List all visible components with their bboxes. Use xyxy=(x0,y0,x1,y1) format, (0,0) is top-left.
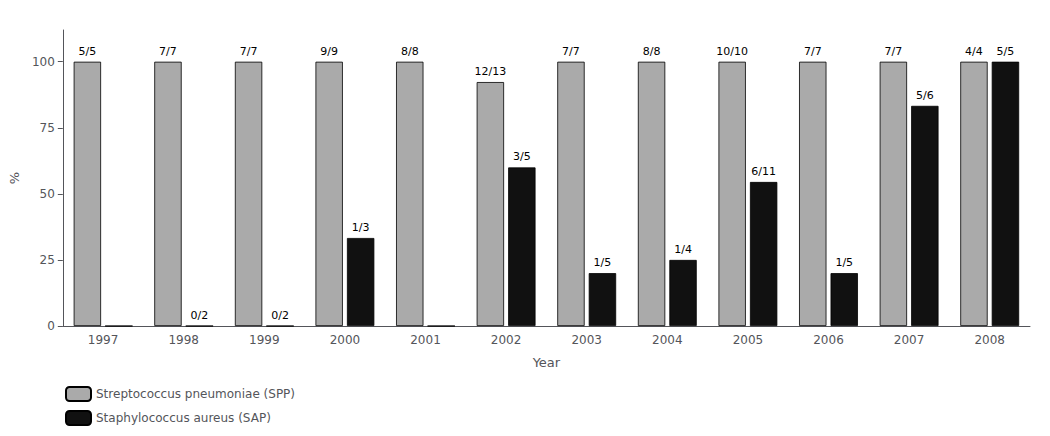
svg-text:2001: 2001 xyxy=(410,333,441,347)
svg-text:10/10: 10/10 xyxy=(716,45,748,58)
svg-text:%: % xyxy=(7,172,22,184)
svg-text:Streptococcus pneumoniae (SPP): Streptococcus pneumoniae (SPP) xyxy=(96,387,295,401)
svg-text:75: 75 xyxy=(40,121,55,135)
svg-text:1999: 1999 xyxy=(249,333,280,347)
svg-text:1998: 1998 xyxy=(168,333,199,347)
svg-text:8/8: 8/8 xyxy=(401,45,419,58)
svg-text:1/4: 1/4 xyxy=(674,243,692,256)
svg-text:5/6: 5/6 xyxy=(916,89,934,102)
svg-text:100: 100 xyxy=(32,55,55,69)
svg-text:2000: 2000 xyxy=(330,333,361,347)
svg-text:7/7: 7/7 xyxy=(562,45,580,58)
svg-text:1997: 1997 xyxy=(88,333,119,347)
svg-text:1/5: 1/5 xyxy=(594,256,612,269)
svg-text:2006: 2006 xyxy=(813,333,844,347)
svg-text:6/11: 6/11 xyxy=(751,165,776,178)
svg-text:7/7: 7/7 xyxy=(804,45,822,58)
svg-text:0: 0 xyxy=(47,319,55,333)
svg-text:50: 50 xyxy=(40,187,55,201)
svg-text:7/7: 7/7 xyxy=(885,45,903,58)
svg-text:2002: 2002 xyxy=(491,333,522,347)
svg-text:12/13: 12/13 xyxy=(475,65,507,78)
svg-text:0/2: 0/2 xyxy=(271,309,289,322)
svg-text:2005: 2005 xyxy=(733,333,764,347)
svg-text:5/5: 5/5 xyxy=(997,45,1015,58)
svg-text:2008: 2008 xyxy=(974,333,1005,347)
svg-text:0/2: 0/2 xyxy=(191,309,209,322)
svg-text:4/4: 4/4 xyxy=(965,45,983,58)
svg-text:7/7: 7/7 xyxy=(240,45,258,58)
svg-text:7/7: 7/7 xyxy=(159,45,177,58)
svg-text:Staphylococcus aureus (SAP): Staphylococcus aureus (SAP) xyxy=(96,411,271,425)
svg-text:2003: 2003 xyxy=(571,333,602,347)
svg-text:2007: 2007 xyxy=(894,333,925,347)
svg-text:Year: Year xyxy=(532,355,561,370)
svg-text:25: 25 xyxy=(40,253,55,267)
svg-text:9/9: 9/9 xyxy=(320,45,338,58)
svg-text:3/5: 3/5 xyxy=(513,150,531,163)
svg-text:8/8: 8/8 xyxy=(643,45,661,58)
svg-text:1/5: 1/5 xyxy=(835,256,853,269)
svg-text:2004: 2004 xyxy=(652,333,683,347)
svg-text:5/5: 5/5 xyxy=(79,45,97,58)
svg-text:1/3: 1/3 xyxy=(352,221,370,234)
